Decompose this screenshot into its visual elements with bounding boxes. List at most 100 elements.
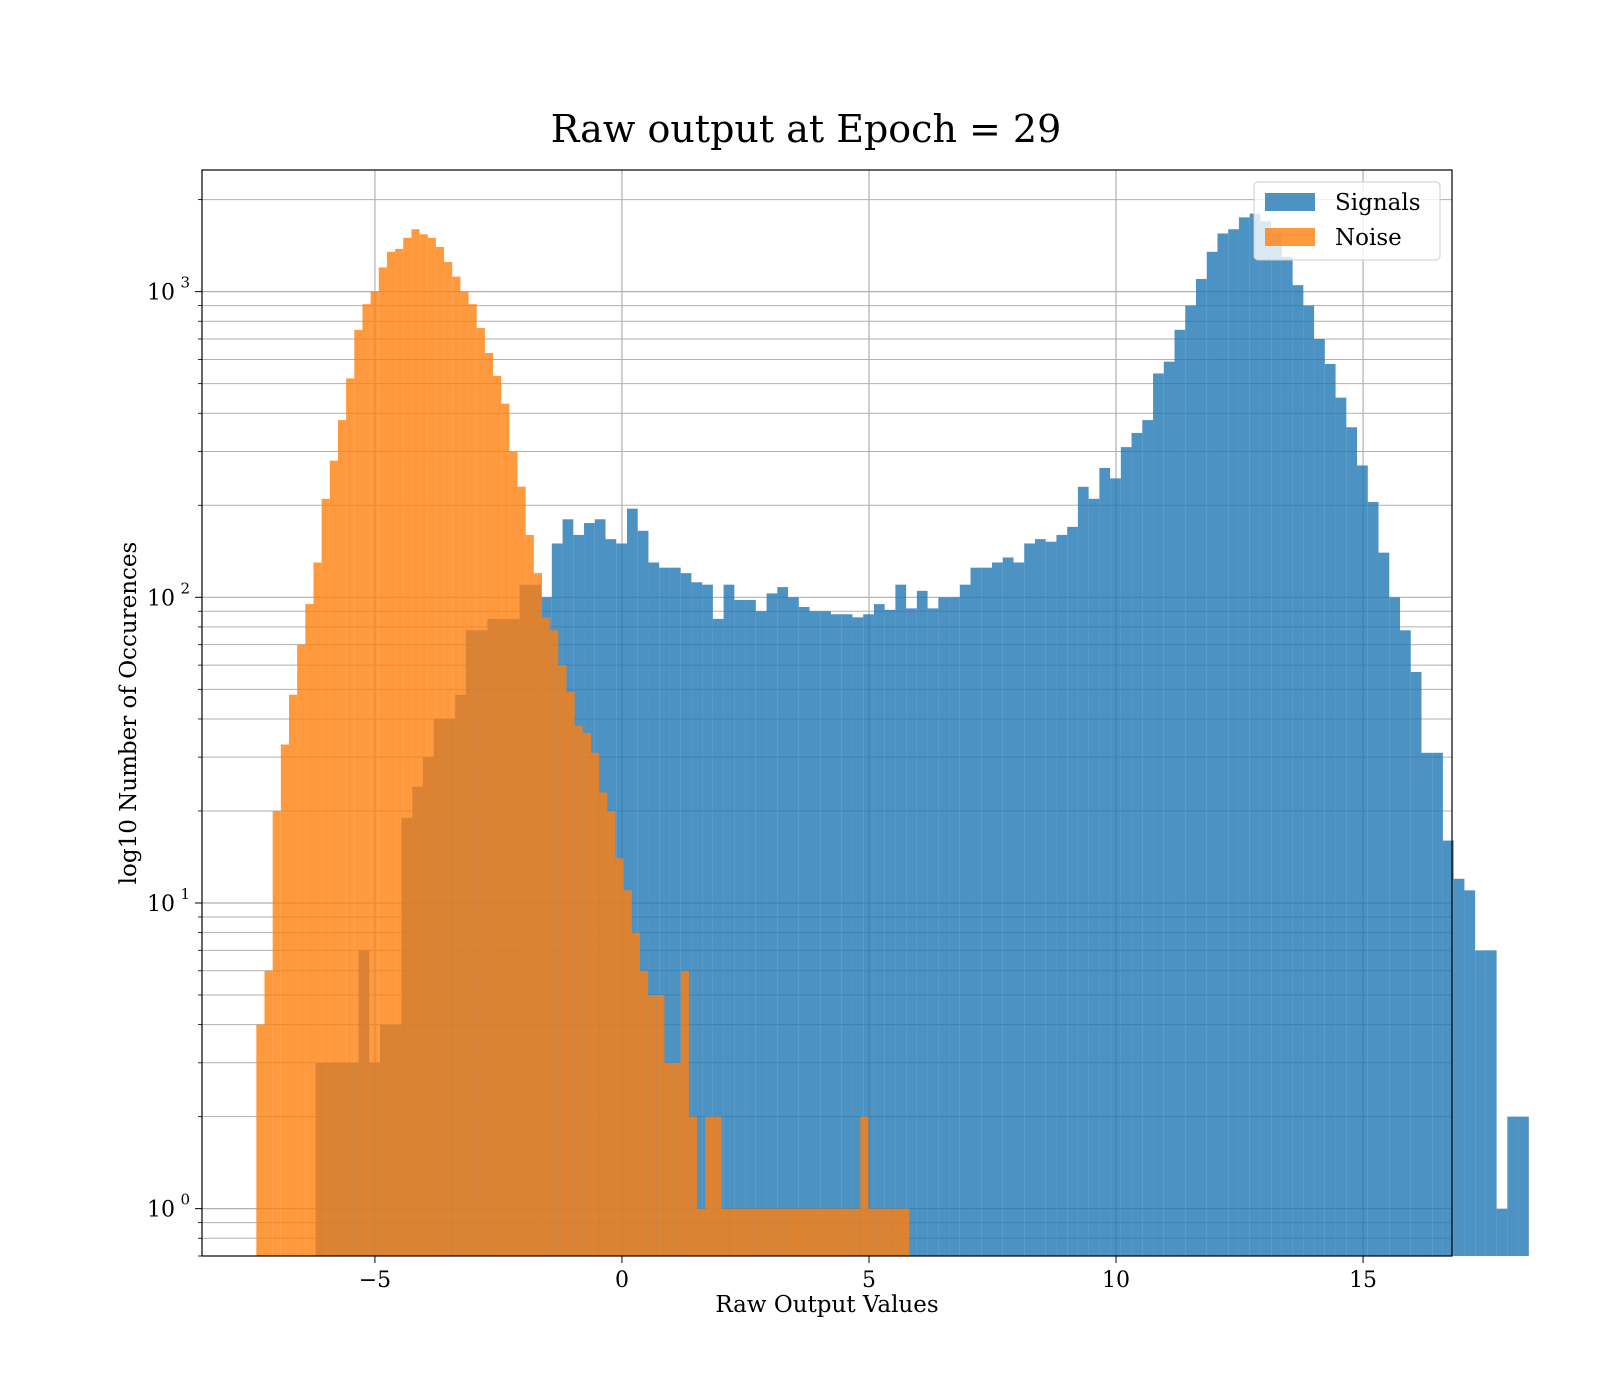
histogram-bar <box>648 562 660 1256</box>
histogram-bar <box>648 994 657 1256</box>
histogram-bar <box>895 584 907 1256</box>
histogram-bar <box>778 1208 787 1256</box>
histogram-bar <box>1153 373 1164 1256</box>
histogram-bar <box>1260 221 1272 1256</box>
histogram-bar <box>1399 630 1411 1256</box>
legend-swatch-signals <box>1265 193 1315 211</box>
histogram-bar <box>1013 562 1025 1256</box>
histogram-bar <box>863 614 874 1256</box>
y-tick-label-exponent: 3 <box>180 274 190 292</box>
histogram-bar <box>1067 526 1078 1256</box>
histogram-bar <box>1206 251 1218 1256</box>
histogram-bar <box>550 630 559 1256</box>
y-tick-label-base: 10 <box>147 1198 175 1223</box>
histogram-bar <box>1131 432 1143 1257</box>
bars-layer <box>256 213 1529 1257</box>
x-tick-label: 10 <box>1102 1268 1130 1293</box>
histogram-bar <box>493 375 502 1256</box>
histogram-bar <box>1088 498 1100 1256</box>
histogram-bar <box>777 587 789 1256</box>
histogram-bar <box>1378 552 1390 1256</box>
histogram-bar <box>1442 840 1454 1256</box>
histogram-bar <box>766 593 778 1256</box>
y-tick-label-base: 10 <box>147 586 175 611</box>
histogram-bar <box>305 604 314 1256</box>
histogram-bar <box>346 378 355 1256</box>
histogram-bar <box>626 508 638 1257</box>
y-tick-label-exponent: 2 <box>180 579 190 597</box>
histogram-bar <box>841 614 853 1256</box>
histogram-bar <box>256 1024 265 1256</box>
histogram-bar <box>938 597 950 1256</box>
legend-label-signals: Signals <box>1335 190 1421 216</box>
histogram-bar <box>1185 305 1197 1256</box>
histogram-bar <box>1045 541 1057 1256</box>
histogram-bar <box>844 1208 853 1256</box>
histogram-bar <box>623 890 632 1256</box>
histogram-bar <box>484 352 494 1256</box>
histogram-bar <box>697 1208 706 1256</box>
histogram-bar <box>664 1062 673 1256</box>
histogram-bar <box>329 460 338 1256</box>
x-tick-label: −5 <box>359 1268 391 1293</box>
histogram-bar <box>272 810 281 1256</box>
histogram-bar <box>1163 361 1175 1256</box>
histogram-bar <box>321 498 330 1256</box>
histogram-bar <box>386 251 396 1256</box>
histogram-bar <box>659 567 670 1256</box>
histogram-bar <box>599 792 608 1256</box>
histogram-bar <box>835 1208 845 1256</box>
y-tick-label-base: 10 <box>147 281 175 306</box>
histogram-bar <box>264 970 273 1256</box>
histogram-bar <box>1142 420 1154 1256</box>
histogram-bar <box>795 1208 804 1256</box>
histogram-bar <box>631 932 640 1256</box>
histogram-bar <box>927 608 939 1256</box>
histogram-bar <box>574 725 583 1256</box>
histogram-bar <box>970 567 982 1256</box>
ticks-layer: 10 0 10 1 10 2 10 3 −5 0 5 10 15 <box>147 199 1377 1293</box>
histogram-bar <box>1271 233 1282 1257</box>
histogram-bar <box>713 1116 722 1256</box>
histogram-bar <box>754 1208 763 1256</box>
histogram-bar <box>297 644 306 1256</box>
histogram-bar <box>723 584 735 1256</box>
histogram-bar <box>770 1208 779 1256</box>
histogram-bar <box>1120 447 1132 1256</box>
histogram-bar <box>509 451 518 1256</box>
histogram-bar <box>1110 478 1121 1256</box>
y-tick-label: 10 3 <box>147 274 190 306</box>
series-noise <box>256 229 910 1257</box>
histogram-bar <box>444 262 453 1256</box>
histogram-bar <box>468 304 477 1257</box>
y-tick-label: 10 2 <box>147 579 190 611</box>
histogram-bar <box>1357 465 1368 1257</box>
y-axis-label: log10 Number of Occurences <box>116 542 142 885</box>
histogram-bar <box>916 590 928 1256</box>
histogram-bar <box>501 403 510 1256</box>
plot-frame <box>201 169 1453 1257</box>
histogram-bar <box>672 1062 681 1256</box>
histogram-bar <box>884 1208 893 1256</box>
histogram-bar <box>981 567 993 1256</box>
histogram-bar <box>615 858 624 1256</box>
histogram-bar <box>745 599 756 1256</box>
y-tick-label: 10 1 <box>147 885 190 917</box>
histogram-bar <box>721 1208 730 1256</box>
histogram-bar <box>852 1208 861 1256</box>
histogram-bar <box>1217 233 1229 1257</box>
legend-swatch-noise <box>1265 228 1315 246</box>
histogram-bar <box>403 237 412 1256</box>
histogram-bar <box>762 1208 771 1256</box>
histogram-bar <box>788 597 799 1256</box>
histogram-bar <box>734 599 746 1256</box>
histogram-bar <box>680 970 689 1256</box>
histogram-bar <box>452 276 461 1256</box>
histogram-bar <box>582 732 591 1256</box>
histogram-bar <box>542 617 551 1256</box>
histogram-bar <box>873 604 885 1256</box>
histogram-bar <box>313 562 322 1256</box>
histogram-bar <box>1410 671 1422 1256</box>
histogram-bar <box>1421 752 1433 1256</box>
histogram-bar <box>288 694 298 1256</box>
